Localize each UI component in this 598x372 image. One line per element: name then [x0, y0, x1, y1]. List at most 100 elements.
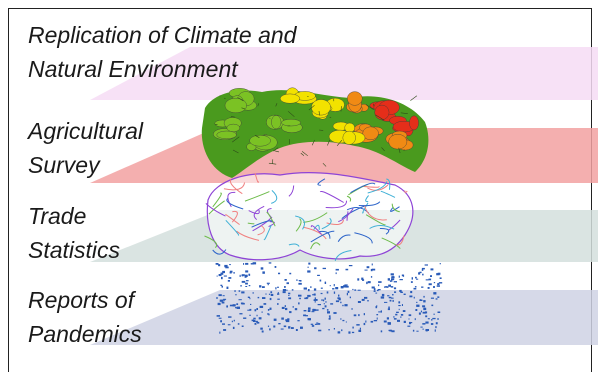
agri-region: [409, 116, 418, 130]
pandemic-point: [325, 301, 326, 302]
pandemic-point: [328, 329, 329, 330]
pandemic-point: [253, 318, 255, 320]
pandemic-point: [334, 292, 335, 294]
pandemic-point: [277, 303, 278, 305]
pandemic-point: [318, 330, 321, 332]
agri-region: [281, 119, 300, 126]
pandemic-point: [407, 326, 410, 327]
pandemic-point: [440, 263, 441, 264]
pandemic-point: [313, 309, 314, 311]
pandemic-point: [431, 298, 434, 299]
pandemic-point: [341, 286, 344, 288]
agri-region: [375, 105, 389, 120]
pandemic-point: [433, 286, 435, 288]
pandemic-point: [299, 298, 301, 299]
pandemic-point: [414, 288, 417, 290]
pandemic-point: [297, 320, 299, 321]
pandemic-point: [277, 299, 280, 300]
trade-link: [405, 191, 407, 193]
pandemic-point: [422, 274, 424, 276]
pandemic-point: [375, 293, 377, 294]
pandemic-point: [228, 280, 230, 282]
agri-region: [280, 94, 300, 103]
pandemic-point: [377, 290, 379, 291]
pandemic-point: [293, 306, 294, 308]
pandemic-point: [335, 287, 338, 289]
pandemic-point: [376, 314, 378, 315]
pandemic-point: [416, 302, 417, 303]
pandemic-point: [402, 304, 403, 306]
pandemic-point: [381, 330, 383, 332]
pandemic-point: [362, 279, 364, 281]
pandemic-point: [242, 274, 245, 276]
pandemic-point: [377, 318, 378, 320]
pandemic-point: [288, 326, 290, 328]
pandemic-point: [440, 277, 442, 279]
pandemic-point: [391, 286, 394, 288]
pandemic-point: [354, 289, 356, 290]
pandemic-point: [271, 294, 274, 296]
pandemic-point: [368, 281, 371, 283]
pandemic-point: [388, 285, 391, 287]
pandemic-point: [350, 297, 351, 299]
pandemic-point: [336, 272, 337, 274]
pandemic-point: [423, 312, 427, 314]
pandemic-point: [416, 331, 418, 332]
pandemic-point: [240, 275, 241, 277]
pandemic-point: [394, 281, 397, 282]
pandemic-point: [409, 322, 411, 324]
pandemic-point: [425, 322, 428, 324]
pandemic-point: [325, 298, 326, 300]
pandemic-point: [308, 263, 310, 265]
pandemic-point: [412, 277, 413, 279]
pandemic-point: [384, 321, 387, 323]
pandemic-point: [262, 286, 265, 288]
agri-region: [225, 98, 247, 113]
pandemic-point: [308, 289, 310, 291]
pandemic-point: [270, 298, 272, 300]
pandemic-point: [419, 313, 421, 315]
pandemic-point: [322, 308, 324, 309]
pandemic-point: [327, 309, 329, 311]
map-trade: [205, 173, 413, 261]
pandemic-point: [262, 271, 265, 273]
pandemic-point: [216, 263, 219, 265]
pandemic-point: [277, 287, 279, 288]
pandemic-point: [351, 308, 352, 310]
pandemic-point: [329, 317, 330, 319]
pandemic-point: [365, 321, 366, 323]
pandemic-point: [376, 305, 377, 306]
pandemic-point: [371, 321, 374, 323]
pandemic-point: [349, 265, 353, 266]
pandemic-point: [394, 291, 396, 293]
pandemic-point: [419, 300, 422, 301]
pandemic-point: [282, 307, 285, 309]
pandemic-point: [312, 325, 314, 327]
pandemic-point: [270, 291, 272, 293]
pandemic-point: [269, 294, 270, 295]
pandemic-point: [281, 318, 284, 320]
agri-region: [389, 134, 407, 149]
pandemic-point: [258, 297, 260, 298]
label-climate-line-1: Replication of Climate and: [28, 18, 296, 52]
pandemic-point: [388, 278, 390, 280]
pandemic-point: [431, 268, 434, 270]
pandemic-point: [327, 291, 329, 293]
pandemic-point: [414, 297, 415, 299]
pandemic-point: [227, 287, 229, 289]
pandemic-point: [233, 272, 234, 274]
pandemic-point: [267, 313, 269, 314]
pandemic-point: [430, 275, 432, 277]
pandemic-point: [426, 279, 429, 280]
pandemic-point: [221, 277, 223, 279]
pandemic-point: [431, 319, 433, 320]
pandemic-point: [323, 300, 324, 302]
pandemic-point: [409, 296, 412, 298]
pandemic-point: [429, 279, 432, 281]
pandemic-point: [321, 293, 323, 294]
pandemic-point: [398, 301, 400, 303]
pandemic-point: [438, 312, 441, 314]
pandemic-point: [346, 322, 347, 323]
pandemic-point: [429, 283, 432, 285]
pandemic-point: [298, 283, 301, 285]
